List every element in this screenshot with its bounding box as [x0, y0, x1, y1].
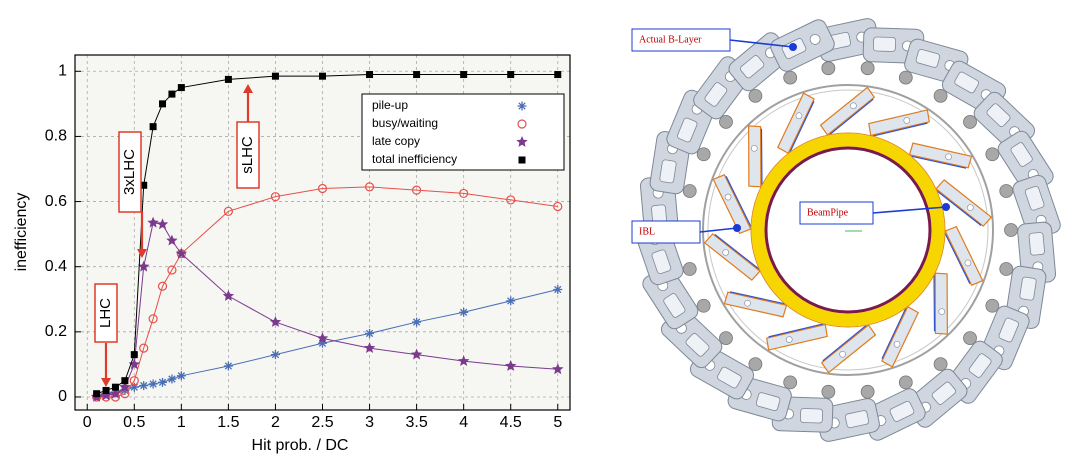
marker-asterisk [518, 102, 527, 111]
marker-square [178, 84, 185, 91]
figure: 0 0.2 0.4 0.6 0.8 1 0 0.5 1 1.5 2 2.5 3 3.5 4 4.5 5 Hit … [0, 0, 1081, 457]
callout-label: IBL [639, 226, 655, 237]
marker-square [413, 71, 420, 78]
support-ball [749, 89, 762, 102]
marker-square [225, 76, 232, 83]
support-ball [697, 148, 710, 161]
y-axis-label: inefficiency [13, 193, 30, 272]
marker-square [159, 100, 166, 107]
support-ball [861, 62, 874, 75]
marker-square [554, 71, 561, 78]
x-tick-label: 3.5 [405, 414, 427, 431]
support-ball [899, 376, 912, 389]
module-chip [873, 37, 895, 52]
marker-asterisk [149, 379, 158, 388]
x-tick-label: 1.5 [217, 414, 239, 431]
x-tick-label: 3 [365, 414, 374, 431]
legend: pile-up busy/waiting late copy total ineffi… [362, 94, 564, 170]
callout-dot [733, 224, 741, 232]
x-tick-label: 2.5 [311, 414, 333, 431]
y-tick-label: 1 [58, 63, 67, 80]
y-tick-label: 0.8 [45, 128, 67, 145]
support-ball [683, 263, 696, 276]
x-tick-label: 4 [459, 414, 468, 431]
marker-asterisk [224, 362, 233, 371]
support-ball [719, 332, 732, 345]
y-tick-label: 0.4 [45, 258, 67, 275]
annotation-label: LHC [97, 298, 114, 328]
x-tick-label: 4.5 [500, 414, 522, 431]
marker-square [93, 390, 100, 397]
support-ball [784, 71, 797, 84]
support-ball [822, 62, 835, 75]
x-tick-label: 0.5 [123, 414, 145, 431]
module-chip [1029, 232, 1045, 255]
annotation-label: 3xLHC [121, 149, 138, 195]
marker-square [150, 123, 157, 130]
marker-asterisk [459, 308, 468, 317]
legend-label: total inefficiency [372, 152, 457, 166]
y-tick-label: 0.6 [45, 193, 67, 210]
marker-square [319, 73, 326, 80]
support-ball [986, 148, 999, 161]
marker-asterisk [412, 318, 421, 327]
support-ball [861, 385, 874, 398]
module-chip [659, 159, 676, 183]
module-chip [1019, 277, 1036, 301]
support-ball [1000, 263, 1013, 276]
marker-square [121, 377, 128, 384]
annotation-label: sLHC [239, 136, 256, 174]
marker-asterisk [506, 296, 515, 305]
marker-square [112, 384, 119, 391]
marker-square [519, 157, 526, 164]
callout-dot [942, 203, 950, 211]
stave-pipe [939, 308, 945, 314]
marker-asterisk [271, 350, 280, 359]
x-tick-label: 0 [83, 414, 92, 431]
x-tick-label: 2 [271, 414, 280, 431]
stave-pipe [751, 145, 757, 151]
marker-asterisk [167, 375, 176, 384]
callout-label: BeamPipe [807, 207, 849, 218]
marker-square [507, 71, 514, 78]
marker-asterisk [365, 329, 374, 338]
callout-label: Actual B-Layer [639, 34, 702, 45]
marker-square [272, 73, 279, 80]
support-ball [934, 358, 947, 371]
marker-square [168, 91, 175, 98]
marker-square [103, 387, 110, 394]
x-tick-label: 1 [177, 414, 186, 431]
x-axis-label: Hit prob. / DC [252, 437, 349, 454]
support-ball [1005, 224, 1018, 237]
marker-asterisk [177, 371, 186, 380]
support-ball [784, 376, 797, 389]
marker-asterisk [130, 383, 139, 392]
marker-square [460, 71, 467, 78]
beampipe-purple [766, 148, 930, 312]
legend-label: late copy [372, 134, 420, 148]
support-ball [683, 184, 696, 197]
y-tick-label: 0 [58, 388, 67, 405]
marker-square [366, 71, 373, 78]
support-ball [964, 115, 977, 128]
y-tick-label: 0.2 [45, 323, 67, 340]
module-chip [800, 408, 822, 423]
marker-asterisk [158, 378, 167, 387]
support-ball [697, 299, 710, 312]
marker-asterisk [553, 285, 562, 294]
page: {"chart_data": {"type": "line", "xlabel"… [0, 0, 1081, 457]
support-ball [822, 385, 835, 398]
callout-dot [789, 43, 797, 51]
marker-square [131, 351, 138, 358]
marker-asterisk [139, 381, 148, 390]
support-ball [986, 299, 999, 312]
support-ball [1000, 184, 1013, 197]
legend-label: busy/waiting [372, 116, 438, 130]
support-ball [899, 71, 912, 84]
legend-label: pile-up [372, 98, 408, 112]
x-tick-label: 5 [553, 414, 562, 431]
